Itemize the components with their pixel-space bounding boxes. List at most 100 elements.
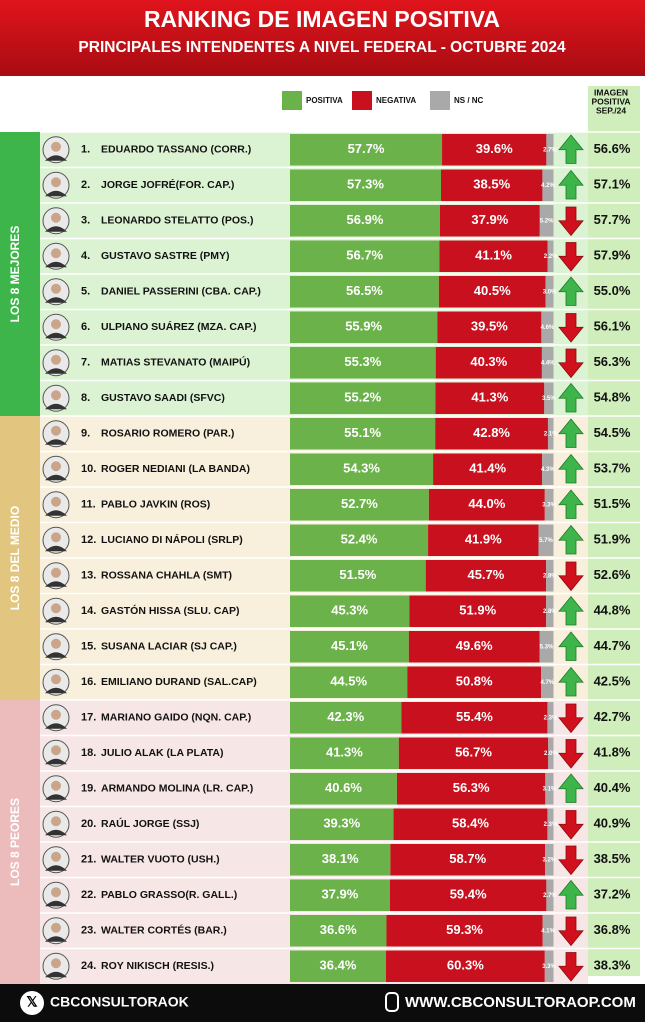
photo-head	[51, 319, 61, 330]
trend-down-arrow	[558, 206, 584, 237]
photo-head	[51, 532, 61, 543]
legend-label: NEGATIVA	[376, 96, 416, 105]
bar-segment	[435, 347, 542, 379]
bar-segment	[290, 808, 394, 840]
bar-segment	[547, 418, 554, 450]
trend-up-arrow	[558, 276, 584, 306]
rank: 9.	[81, 428, 90, 440]
header-band	[0, 0, 645, 76]
group-label: LOS 8 DEL MEDIO	[8, 506, 22, 610]
bar-segment	[290, 702, 402, 734]
legend-label: POSITIVA	[306, 96, 343, 105]
trend-up-arrow	[558, 773, 584, 803]
category-label: EDUARDO TASSANO (CORR.)	[101, 144, 251, 156]
trend-down-arrow	[558, 313, 584, 343]
photo-head	[51, 283, 61, 294]
bar-segment	[547, 702, 554, 734]
previous-value: 53.7%	[594, 461, 631, 476]
photo-head	[51, 780, 61, 791]
previous-value: 38.3%	[594, 958, 631, 973]
photo-head	[51, 887, 61, 898]
photo-head	[51, 851, 61, 862]
value-label: 60.3%	[447, 958, 484, 973]
photo-head	[51, 248, 61, 259]
category-label: WALTER VUOTO (USH.)	[101, 854, 220, 866]
bar-segment	[409, 595, 547, 627]
footer-website: WWW.CBCONSULTORAOP.COM	[405, 994, 636, 1011]
value-label: 3.1%	[543, 786, 557, 792]
category-label: PABLO JAVKIN (ROS)	[101, 499, 210, 511]
bar-segment	[401, 702, 548, 734]
previous-title: SEP./24	[596, 105, 626, 115]
category-label: ARMANDO MOLINA (LR. CAP.)	[101, 783, 253, 795]
rank: 23.	[81, 925, 96, 937]
photo-body	[45, 332, 67, 339]
photo-body	[45, 439, 67, 445]
group-band	[0, 700, 40, 984]
bar-segment	[290, 524, 429, 556]
value-label: 49.6%	[456, 638, 493, 653]
photo-body	[45, 794, 67, 800]
trend-up-arrow	[558, 489, 584, 519]
photo-head	[51, 141, 61, 152]
previous-value: 51.5%	[594, 496, 631, 511]
category-label: ROSARIO ROMERO (PAR.)	[101, 428, 234, 440]
bar-segment	[435, 382, 545, 414]
chart-subtitle: PRINCIPALES INTENDENTES A NIVEL FEDERAL …	[78, 39, 566, 56]
value-label: 2.8%	[543, 573, 557, 579]
value-label: 2.2%	[544, 254, 558, 260]
bar-segment	[548, 737, 554, 769]
legend-swatch	[352, 91, 372, 110]
value-label: 39.6%	[476, 141, 513, 156]
previous-value: 44.7%	[594, 638, 631, 653]
value-label: 51.9%	[459, 603, 496, 618]
footer-band	[0, 984, 645, 1022]
value-label: 45.1%	[331, 638, 368, 653]
bar-segment	[428, 524, 539, 556]
value-label: 42.3%	[327, 709, 364, 724]
x-logo-mark: 𝕏	[26, 994, 38, 1010]
rank: 6.	[81, 321, 90, 333]
bar-segment	[545, 844, 554, 876]
value-label: 45.3%	[331, 603, 368, 618]
photo-body	[45, 155, 67, 161]
value-label: 55.1%	[344, 425, 381, 440]
value-label: 5.3%	[540, 644, 554, 650]
value-label: 44.0%	[468, 496, 505, 511]
value-label: 56.3%	[453, 780, 490, 795]
rank: 17.	[81, 712, 96, 724]
bar-segment	[290, 240, 440, 272]
bar-segment	[398, 737, 549, 769]
chart-title: RANKING DE IMAGEN POSITIVA	[144, 6, 500, 32]
photo-head	[51, 177, 61, 188]
category-label: MATIAS STEVANATO (MAIPÚ)	[101, 356, 250, 369]
photo-head	[51, 958, 61, 969]
value-label: 52.7%	[341, 496, 378, 511]
category-label: GUSTAVO SAADI (SFVC)	[101, 392, 225, 404]
bar-segment	[290, 915, 387, 947]
rank: 21.	[81, 854, 96, 866]
value-label: 4.1%	[541, 928, 555, 934]
photo-body	[45, 510, 67, 516]
group-label: LOS 8 MEJORES	[8, 226, 22, 323]
photo-body	[45, 971, 67, 978]
trend-up-arrow	[558, 666, 584, 697]
previous-value: 54.8%	[594, 390, 631, 405]
bar-segment	[539, 631, 554, 663]
value-label: 4.7%	[540, 680, 554, 686]
category-label: ULPIANO SUÁREZ (MZA. CAP.)	[101, 320, 257, 333]
value-label: 37.9%	[471, 212, 508, 227]
trend-down-arrow	[558, 561, 584, 592]
previous-value: 42.7%	[594, 709, 631, 724]
trend-up-arrow	[558, 382, 584, 413]
bar-segment	[546, 134, 554, 166]
bar-segment	[544, 489, 554, 521]
photo-head	[51, 354, 61, 365]
value-label: 3.5%	[542, 396, 556, 402]
bar-segment	[290, 205, 440, 237]
value-label: 57.3%	[347, 177, 384, 192]
category-label: SUSANA LACIAR (SJ CAP.)	[101, 641, 237, 653]
bar-segment	[542, 453, 554, 485]
trend-up-arrow	[558, 879, 584, 910]
